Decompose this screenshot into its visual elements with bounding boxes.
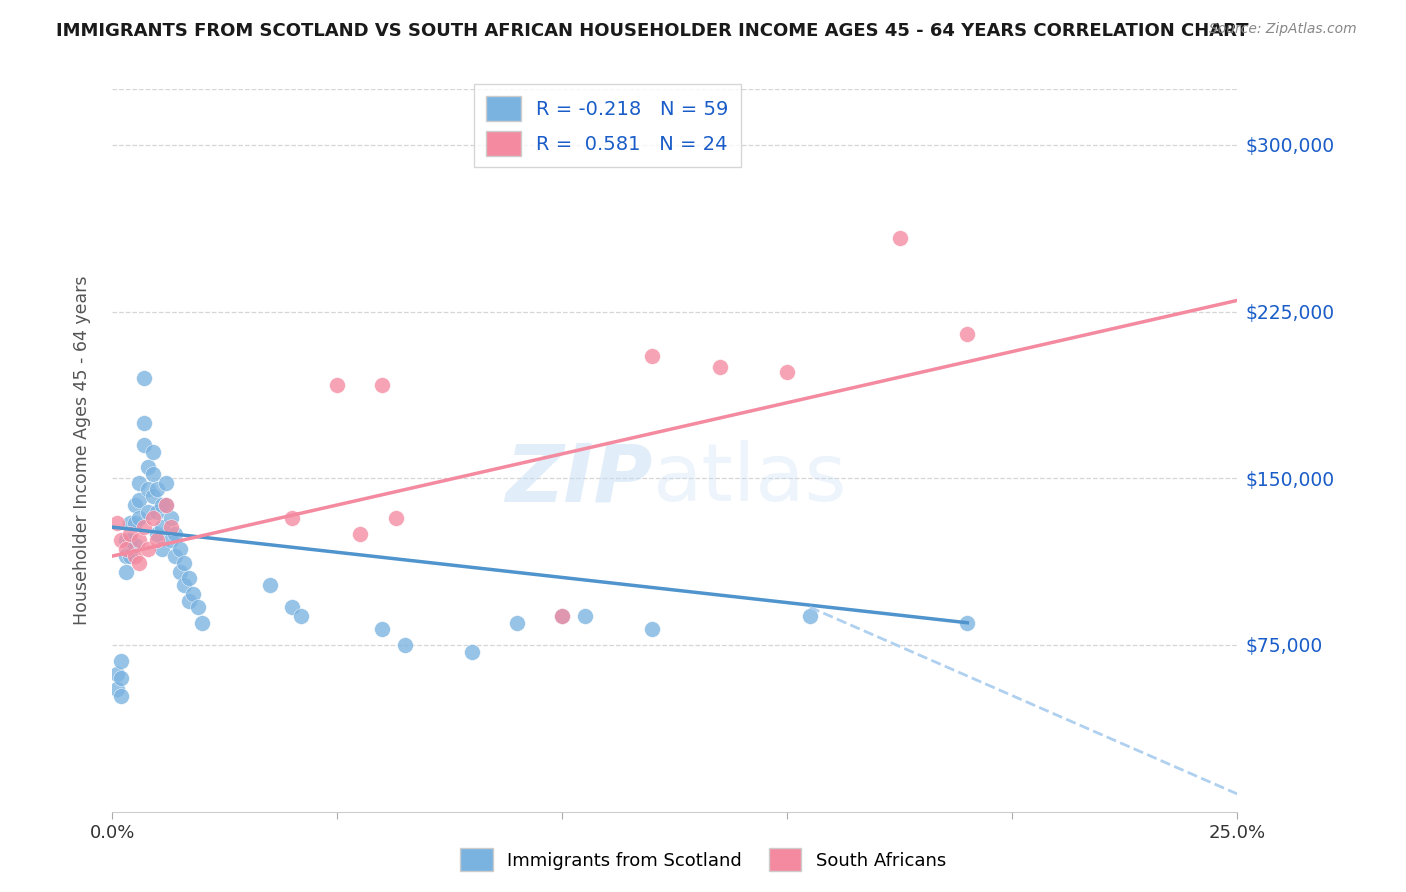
Point (371, 377, 394, 392)
Point (551, 609, 574, 624)
Point (146, 505, 169, 519)
Text: Source: ZipAtlas.com: Source: ZipAtlas.com (1209, 22, 1357, 37)
Point (146, 483, 169, 497)
Point (461, 645, 484, 659)
Point (150, 520, 173, 534)
Point (956, 326, 979, 341)
Point (956, 615, 979, 630)
Point (173, 556, 195, 570)
Legend: R = -0.218   N = 59, R =  0.581   N = 24: R = -0.218 N = 59, R = 0.581 N = 24 (474, 85, 741, 168)
Point (187, 600, 209, 615)
Point (150, 498, 173, 512)
Point (115, 565, 138, 579)
Point (142, 444, 165, 458)
Point (889, 231, 911, 245)
Point (259, 578, 281, 592)
Point (155, 475, 177, 490)
Point (128, 556, 150, 570)
Point (160, 511, 183, 525)
Point (115, 542, 138, 557)
Point (281, 511, 304, 525)
Point (142, 511, 165, 525)
Point (165, 549, 187, 563)
Point (132, 438, 155, 452)
Point (776, 365, 799, 379)
Point (169, 542, 191, 557)
Point (155, 498, 177, 512)
Point (281, 600, 304, 615)
Point (105, 682, 128, 697)
Point (641, 623, 664, 637)
Point (138, 505, 160, 519)
Point (138, 483, 160, 497)
Point (371, 623, 394, 637)
Point (326, 377, 349, 392)
Point (124, 498, 146, 512)
Point (142, 489, 165, 503)
Point (138, 460, 160, 475)
Point (110, 654, 132, 668)
Point (120, 526, 142, 541)
Point (124, 549, 146, 563)
Point (124, 538, 146, 552)
Point (385, 511, 408, 525)
Point (128, 511, 150, 525)
Point (160, 533, 183, 548)
Y-axis label: Householder Income Ages 45 - 64 years: Householder Income Ages 45 - 64 years (73, 276, 91, 625)
Point (394, 638, 416, 652)
Point (177, 593, 200, 607)
Point (155, 498, 177, 512)
Point (128, 533, 150, 548)
Point (110, 689, 132, 703)
Point (115, 549, 138, 563)
Text: IMMIGRANTS FROM SCOTLAND VS SOUTH AFRICAN HOUSEHOLDER INCOME AGES 45 - 64 YEARS : IMMIGRANTS FROM SCOTLAND VS SOUTH AFRICA… (56, 22, 1249, 40)
Point (146, 526, 169, 541)
Point (160, 520, 183, 534)
Point (799, 609, 821, 624)
Point (120, 533, 142, 548)
Point (110, 533, 132, 548)
Point (110, 671, 132, 685)
Point (349, 526, 371, 541)
Point (150, 542, 173, 557)
Point (128, 493, 150, 508)
Point (105, 666, 128, 681)
Point (132, 371, 155, 385)
Point (132, 416, 155, 430)
Point (551, 609, 574, 624)
Point (177, 571, 200, 585)
Point (165, 526, 187, 541)
Point (169, 565, 191, 579)
Point (120, 516, 142, 530)
Text: ZIP: ZIP (505, 441, 652, 518)
Point (574, 609, 596, 624)
Legend: Immigrants from Scotland, South Africans: Immigrants from Scotland, South Africans (453, 841, 953, 879)
Point (290, 609, 312, 624)
Point (115, 533, 138, 548)
Point (191, 615, 214, 630)
Point (105, 516, 128, 530)
Point (183, 587, 205, 601)
Point (506, 615, 529, 630)
Point (132, 520, 155, 534)
Point (173, 578, 195, 592)
Point (120, 549, 142, 563)
Point (641, 349, 664, 363)
Point (128, 475, 150, 490)
Point (138, 542, 160, 557)
Point (142, 467, 165, 481)
Text: atlas: atlas (652, 441, 846, 518)
Point (124, 516, 146, 530)
Point (709, 360, 731, 375)
Point (146, 533, 169, 548)
